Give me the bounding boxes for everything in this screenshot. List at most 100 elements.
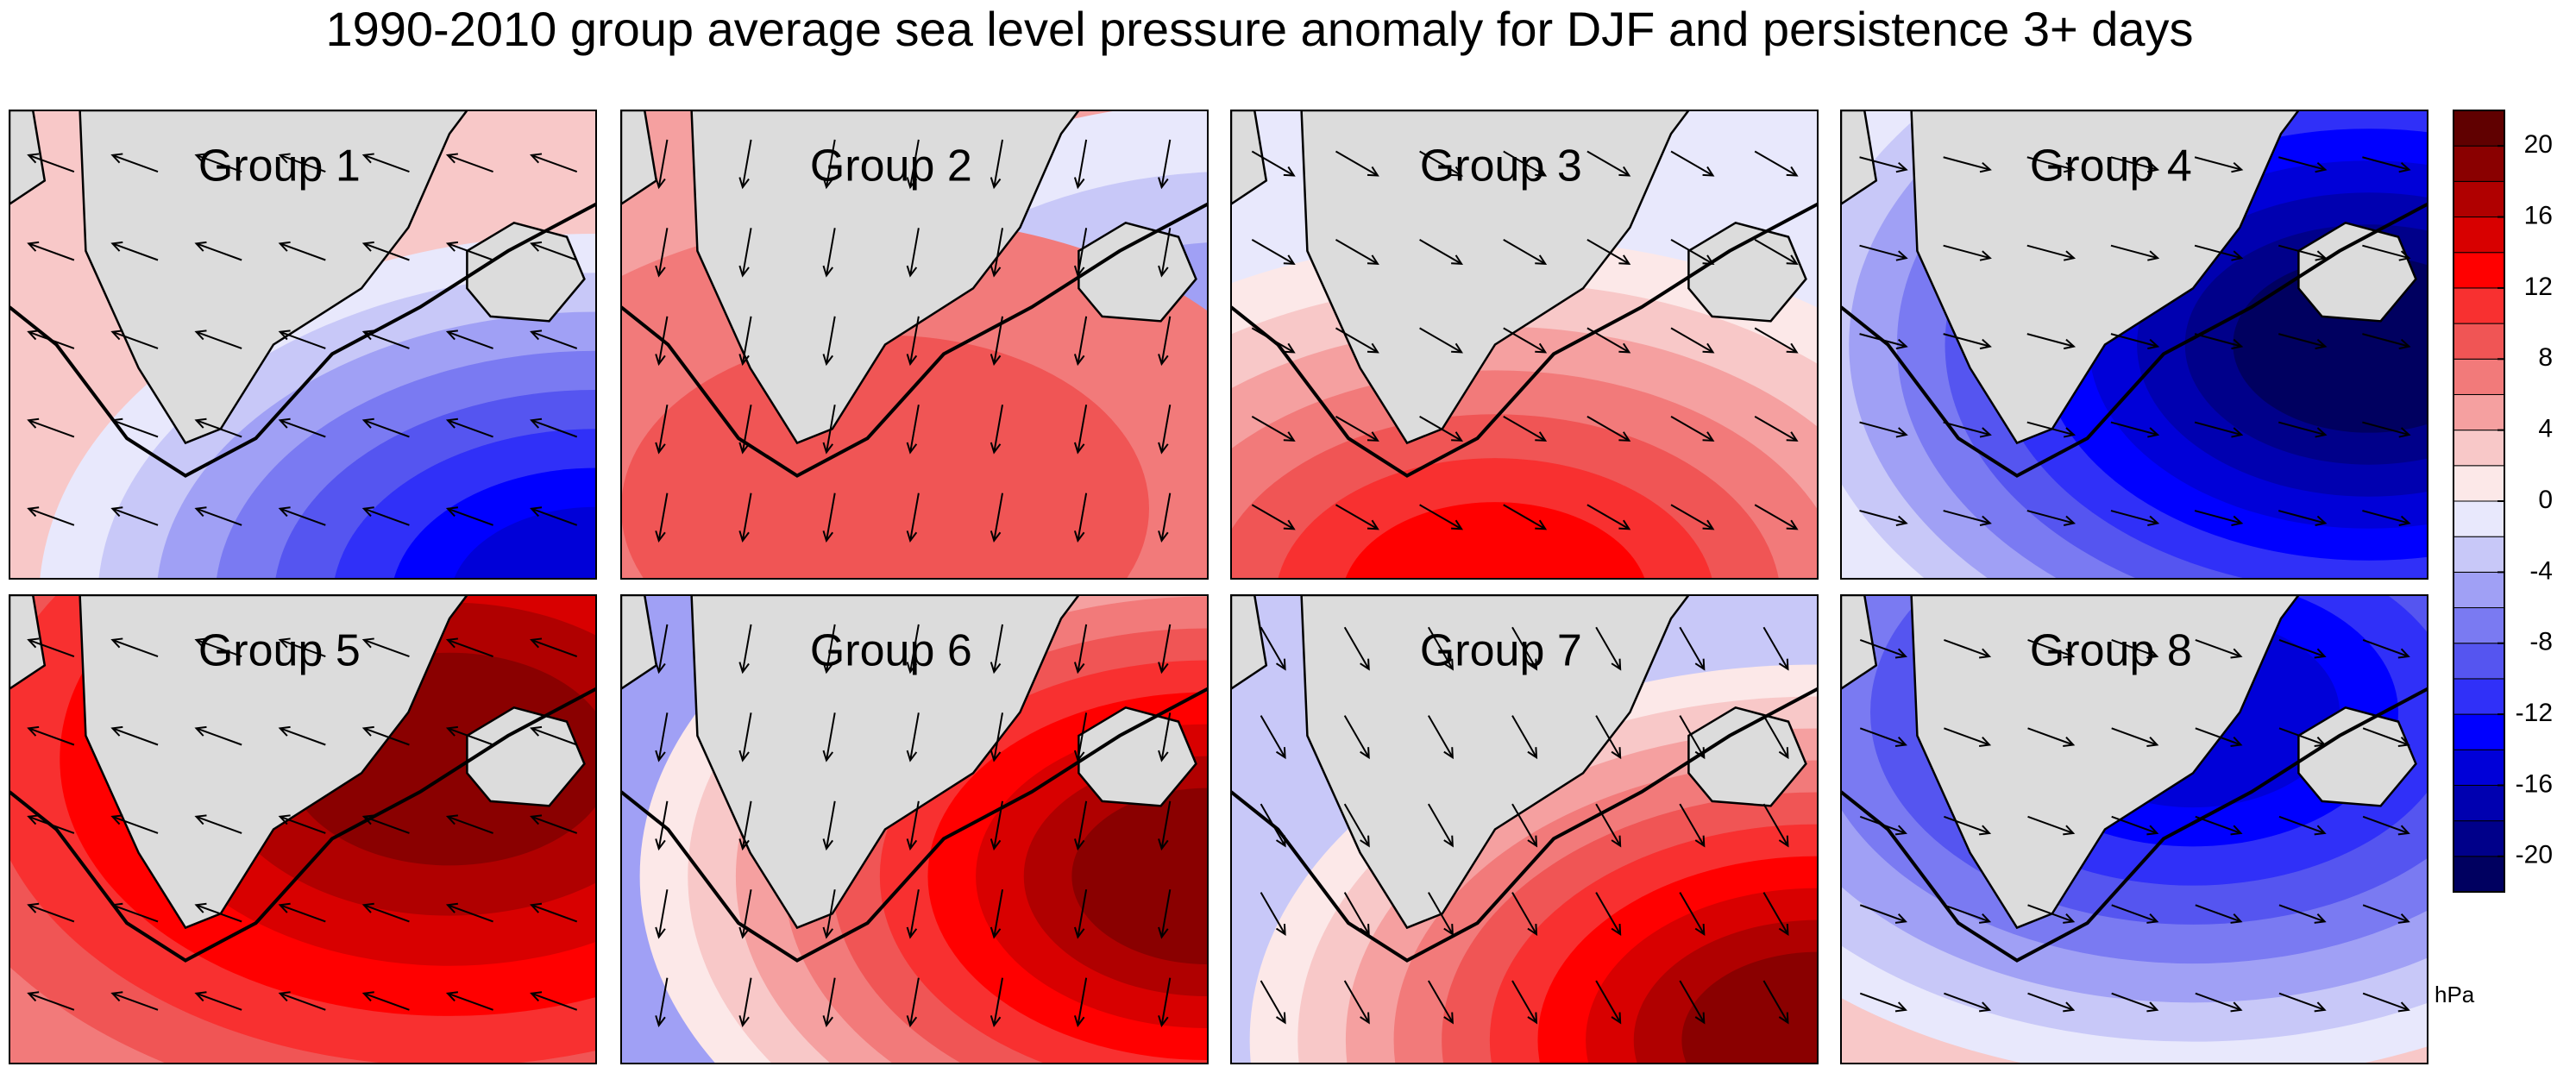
wind-arrow xyxy=(112,638,159,657)
wind-arrow-head xyxy=(1694,924,1706,936)
wind-arrow xyxy=(1943,421,1991,436)
wind-arrow-head xyxy=(530,329,543,341)
wind-arrow-head xyxy=(1073,354,1085,367)
wind-arrow-head xyxy=(1702,431,1715,442)
wind-arrow-head xyxy=(738,177,750,190)
wind-arrow-head xyxy=(1283,519,1296,530)
wind-arrow-head xyxy=(278,814,291,825)
wind-arrow-head xyxy=(1283,342,1296,354)
wind-arrow-head xyxy=(1158,750,1169,762)
wind-arrow-head xyxy=(2147,250,2160,261)
wind-arrow-head xyxy=(1073,750,1085,762)
wind-arrow-head xyxy=(906,662,918,675)
wind-arrow-head xyxy=(1527,835,1538,848)
wind-arrow xyxy=(1586,150,1630,177)
wind-arrow xyxy=(1511,803,1537,847)
wind-arrow-head xyxy=(2397,1001,2410,1013)
land xyxy=(1300,595,1690,930)
colorbar-box xyxy=(2453,110,2505,147)
colorbar-box xyxy=(2453,820,2505,857)
wind-arrow-head xyxy=(110,506,123,518)
colorbar-box xyxy=(2453,856,2505,893)
wind-arrow-head xyxy=(2315,427,2328,438)
wind-arrow xyxy=(1595,803,1622,847)
wind-arrow-head xyxy=(1611,658,1622,671)
wind-arrow-head xyxy=(2231,250,2244,261)
wind-arrow-head xyxy=(2063,648,2076,659)
wind-arrow-head xyxy=(2231,338,2244,350)
colorbar-box xyxy=(2453,393,2505,431)
wind-arrow xyxy=(1859,156,1907,171)
wind-arrow xyxy=(447,330,493,349)
wind-arrow xyxy=(2027,638,2074,657)
wind-arrow-head xyxy=(1611,924,1622,936)
wind-arrow xyxy=(196,992,242,1011)
wind-arrow xyxy=(657,316,669,365)
wind-arrow xyxy=(1511,980,1537,1024)
panel-label: Group 3 xyxy=(1420,141,1582,191)
panel-frame xyxy=(9,110,597,580)
wind-arrow xyxy=(1943,510,1991,524)
wind-arrow xyxy=(1160,712,1172,761)
wind-arrow-head xyxy=(278,725,291,737)
wind-arrow xyxy=(531,904,578,923)
wind-arrow-head xyxy=(110,814,123,825)
wind-arrow-head xyxy=(445,902,459,913)
wind-arrow xyxy=(363,727,410,746)
wind-arrow xyxy=(2111,815,2158,834)
wind-arrow xyxy=(1160,889,1172,938)
land xyxy=(1910,110,2300,445)
wind-arrow-head xyxy=(530,241,543,252)
wind-arrow xyxy=(112,330,159,349)
wind-arrow-head xyxy=(1894,825,1907,836)
wind-arrow-head xyxy=(738,354,750,367)
wind-arrow xyxy=(1670,327,1714,354)
wind-arrow-head xyxy=(1073,530,1085,543)
wind-arrow-head xyxy=(990,1015,1002,1028)
colorbar-box xyxy=(2453,358,2505,395)
wind-arrow xyxy=(1260,892,1286,935)
wind-arrow-head xyxy=(361,417,374,429)
wind-arrow-head xyxy=(990,177,1002,190)
wind-arrow-head xyxy=(530,637,543,649)
wind-arrow xyxy=(2195,992,2241,1011)
wind-arrow xyxy=(28,904,75,923)
wind-arrow xyxy=(657,712,669,761)
wind-arrow xyxy=(112,154,159,173)
wind-arrow xyxy=(280,507,326,526)
colorbar-box xyxy=(2453,678,2505,715)
wind-arrow xyxy=(1251,239,1295,265)
wind-arrow xyxy=(2195,904,2241,923)
wind-arrow xyxy=(280,154,326,173)
wind-arrow-head xyxy=(1979,250,1992,261)
wind-arrow xyxy=(1943,156,1991,171)
wind-arrow xyxy=(1077,624,1088,673)
wind-arrow-head xyxy=(361,506,374,518)
wind-arrow xyxy=(2362,156,2410,171)
wind-arrow-head xyxy=(27,902,40,913)
wind-arrow-head xyxy=(194,329,207,341)
wind-arrow-head xyxy=(1073,177,1085,190)
wind-arrow-head xyxy=(1360,658,1370,671)
colorbar-box xyxy=(2453,180,2505,218)
colorbar-tick-label: 0 xyxy=(2538,486,2553,514)
wind-arrow-head xyxy=(738,1015,750,1028)
colorbar-tick-label: 12 xyxy=(2524,273,2553,301)
wind-arrow xyxy=(2111,904,2158,923)
wind-arrow-head xyxy=(1367,431,1379,442)
wind-arrow-head xyxy=(906,750,918,762)
map-panel xyxy=(1231,110,1818,579)
wind-arrow xyxy=(2111,992,2158,1011)
wind-arrow xyxy=(2195,815,2241,834)
wind-arrow xyxy=(993,712,1003,761)
wind-arrow-head xyxy=(530,814,543,825)
colorbar-box xyxy=(2453,465,2505,502)
land xyxy=(690,110,1080,445)
wind-arrow-head xyxy=(1443,924,1454,936)
map-panel xyxy=(1841,110,2428,579)
wind-arrow-head xyxy=(1283,431,1296,442)
wind-arrow-head xyxy=(1535,342,1548,354)
wind-arrow xyxy=(826,800,836,850)
wind-arrow-head xyxy=(738,442,750,455)
